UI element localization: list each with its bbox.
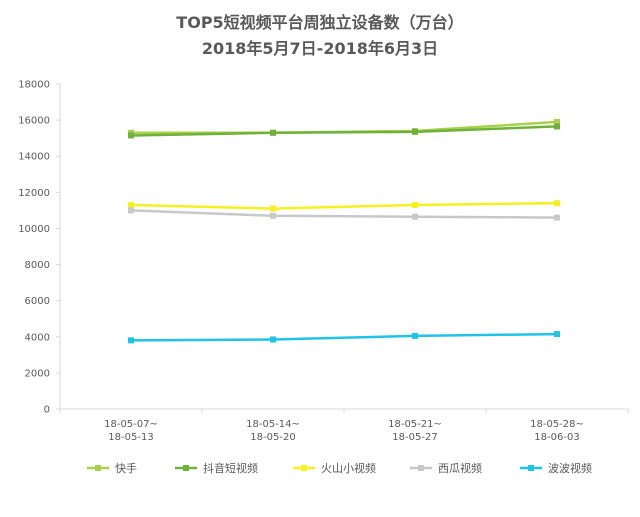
data-point [554,331,560,338]
x-tick-label: 18-05-27 [392,432,437,443]
chart-title: TOP5短视频平台周独立设备数（万台） [176,13,464,32]
data-point [554,200,560,207]
x-tick-label: 18-05-07~ [104,419,158,430]
data-point [412,128,418,135]
data-point [270,205,276,212]
legend-swatch-marker [183,465,189,471]
data-point [128,132,134,139]
data-point [412,201,418,208]
legend-label: 抖音短视频 [203,461,258,475]
x-tick-label: 18-05-28~ [530,419,584,430]
series-line [130,125,558,137]
series-line [130,201,558,210]
data-point [128,201,134,208]
legend-label: 西瓜视频 [438,461,482,475]
data-point [554,214,560,221]
x-tick-label: 18-06-03 [534,432,579,443]
data-point [128,207,134,214]
y-tick-label: 8000 [25,260,50,271]
x-tick-label: 18-05-20 [250,432,295,443]
series-line [130,209,558,219]
legend-swatch-marker [95,465,101,471]
legend-label: 波波视频 [548,461,592,475]
legend-swatch-marker [528,465,534,471]
y-tick-label: 12000 [18,188,50,199]
series-line [130,332,558,342]
legend-swatch-marker [301,465,307,471]
y-tick-label: 18000 [18,80,50,91]
y-tick-label: 2000 [25,368,50,379]
y-tick-label: 10000 [18,224,50,235]
y-tick-label: 16000 [18,116,50,127]
x-tick-label: 18-05-13 [108,432,153,443]
y-tick-label: 0 [44,405,50,416]
data-point [270,212,276,219]
legend-label: 火山小视频 [321,461,376,475]
legend-label: 快手 [115,461,137,475]
chart-subtitle: 2018年5月7日-2018年6月3日 [201,39,439,58]
x-tick-label: 18-05-21~ [388,419,442,430]
data-point [412,213,418,220]
x-tick-label: 18-05-14~ [246,419,300,430]
chart-titles: TOP5短视频平台周独立设备数（万台） 2018年5月7日-2018年6月3日 [0,10,640,62]
legend-swatch-marker [418,465,424,471]
data-point [270,129,276,136]
y-tick-label: 4000 [25,332,50,343]
y-tick-label: 6000 [25,296,50,307]
y-tick-label: 14000 [18,152,50,163]
data-point [128,337,134,344]
data-point [412,332,418,339]
data-point [554,123,560,130]
data-point [554,118,560,125]
data-point [270,336,276,343]
